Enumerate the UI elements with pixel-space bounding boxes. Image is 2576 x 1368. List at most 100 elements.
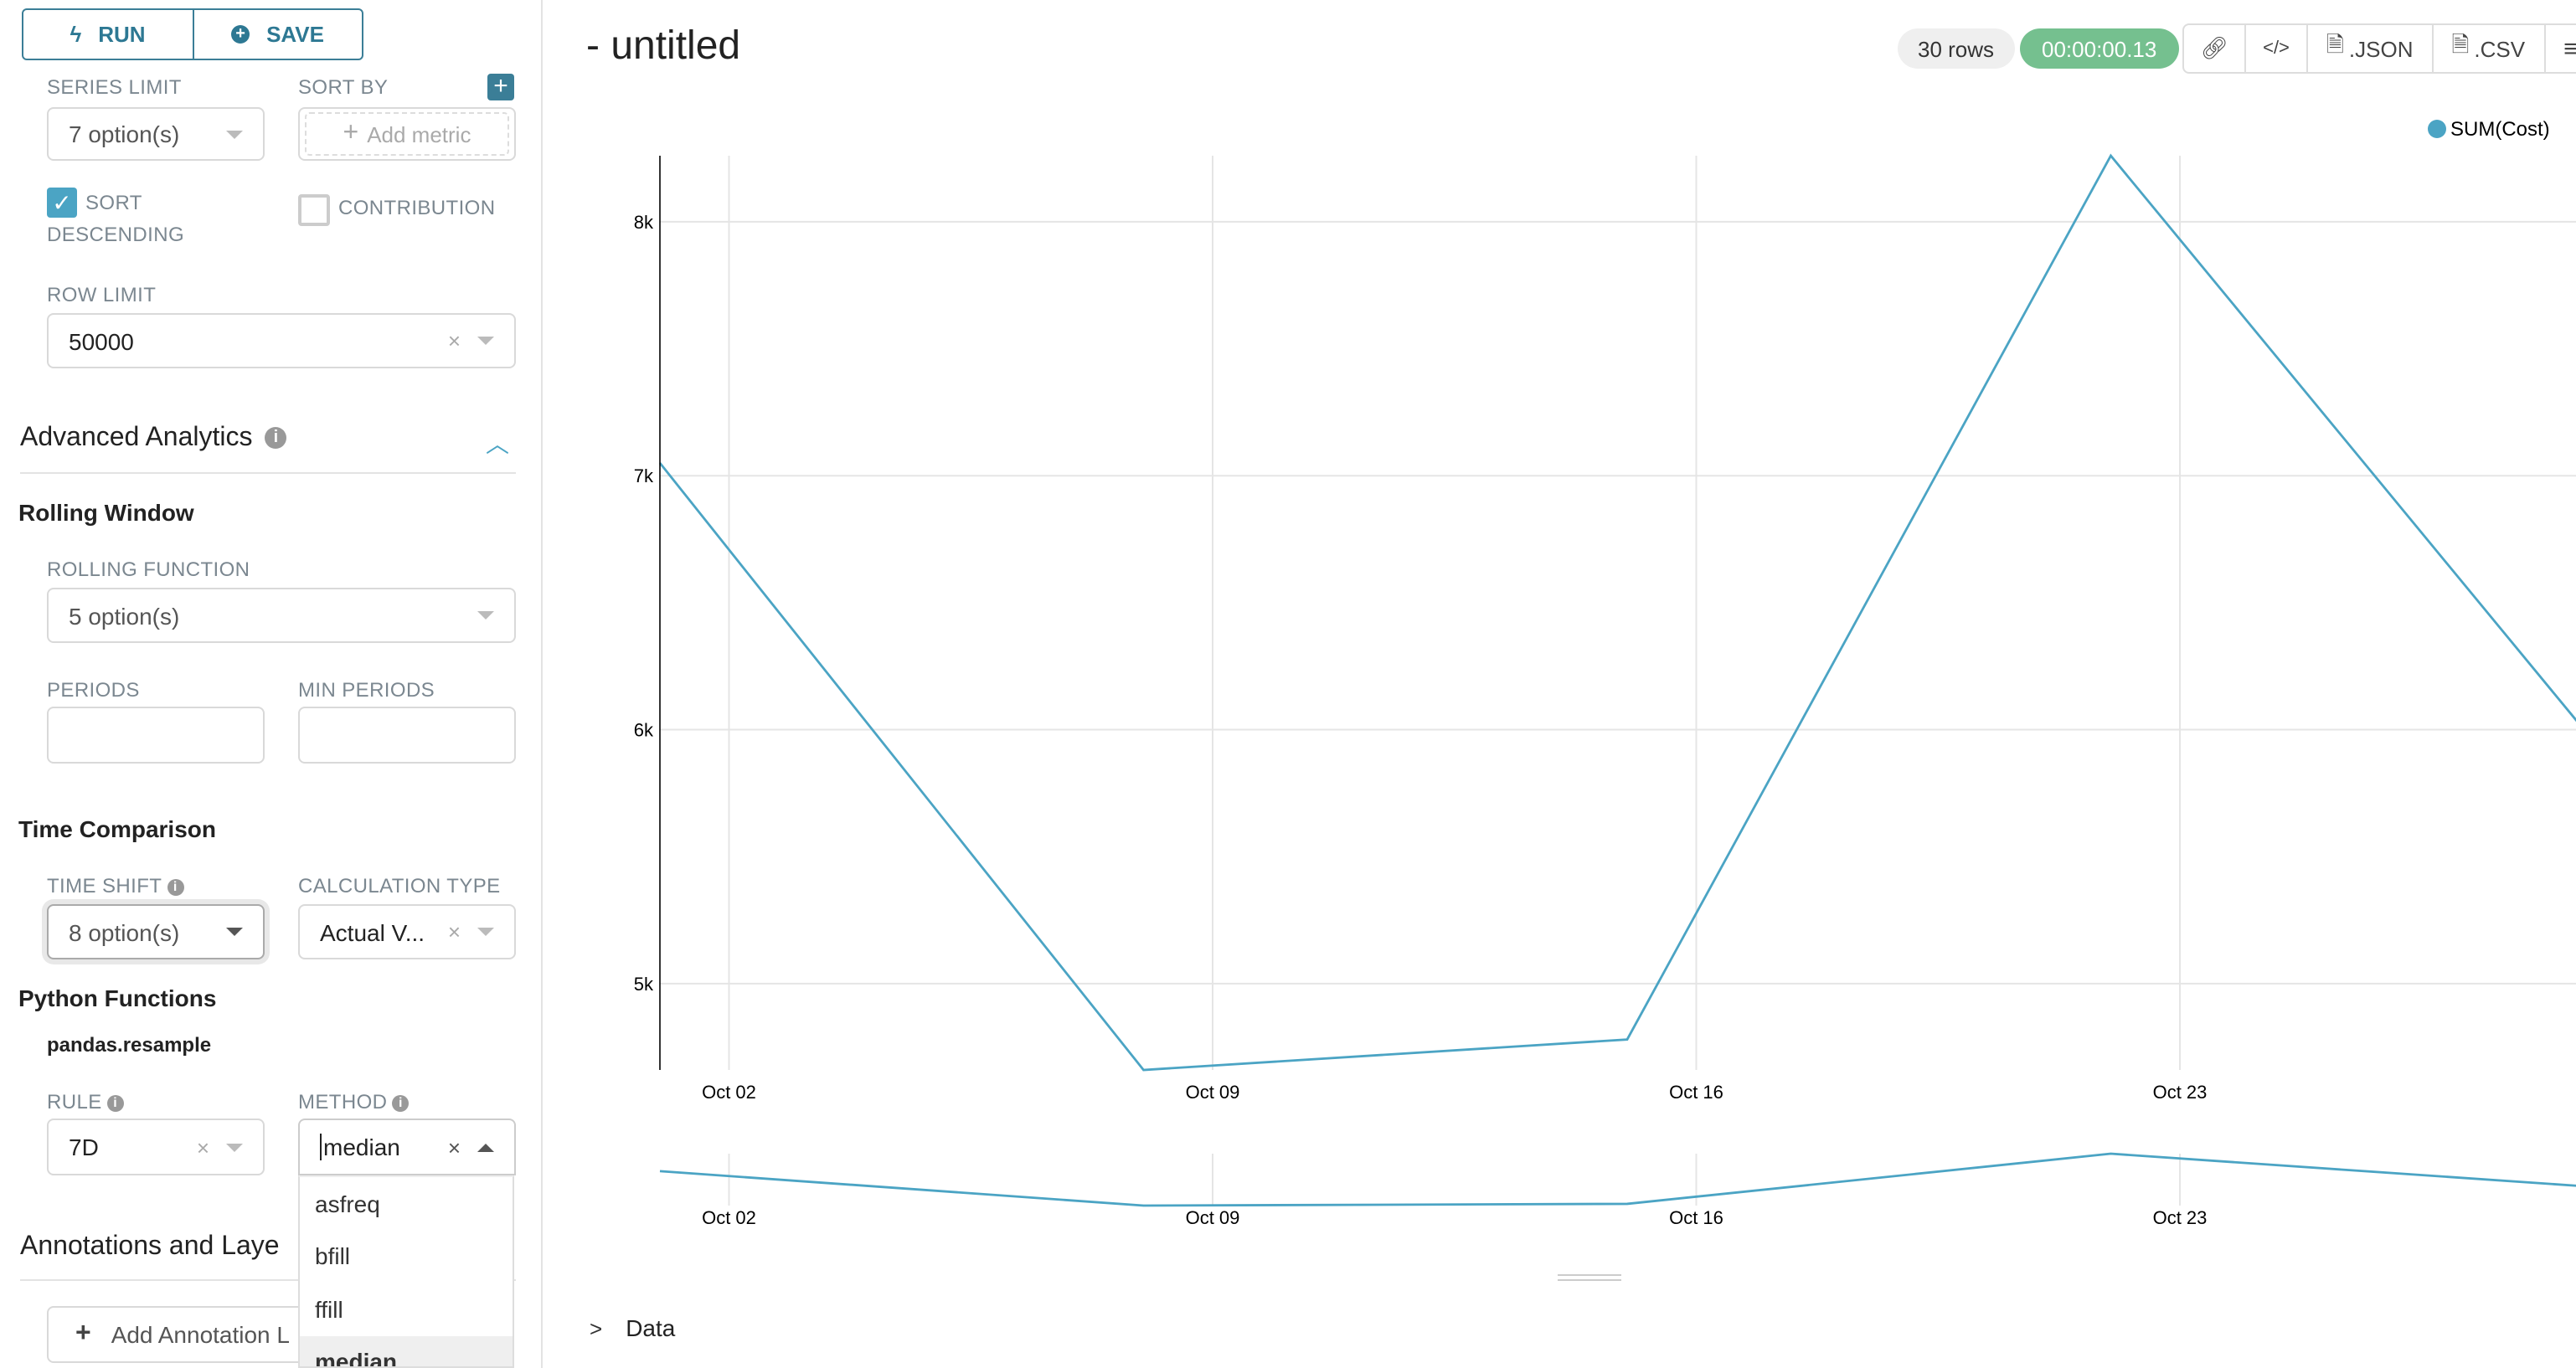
contribution-checkbox[interactable] <box>298 194 330 226</box>
rolling-function-value: 5 option(s) <box>69 602 180 629</box>
time-shift-label: TIME SHIFT i <box>47 874 184 897</box>
sort-descending-checkbox[interactable]: ✓ <box>47 188 77 218</box>
method-option-asfreq[interactable]: asfreq <box>315 1190 380 1217</box>
method-option-median[interactable]: median <box>300 1335 513 1366</box>
time-shift-value: 8 option(s) <box>69 918 180 945</box>
y-tick-label: 6k <box>634 720 654 741</box>
run-button[interactable]: ϟ RUN <box>23 10 192 59</box>
annotations-header[interactable]: Annotations and Laye <box>20 1232 516 1281</box>
sort-by-label: SORT BY <box>298 75 389 99</box>
hamburger-icon: ≡ <box>2563 34 2576 63</box>
legend-marker <box>2428 120 2446 138</box>
legend[interactable]: SUM(Cost) <box>2428 118 2550 141</box>
chart-title[interactable]: - untitled <box>586 23 741 69</box>
clear-icon[interactable]: × <box>196 1134 209 1160</box>
plus-icon: + <box>493 72 508 100</box>
plus-icon: + <box>343 119 359 147</box>
file-text-icon: 🗎 <box>2451 32 2470 57</box>
x-tick-label: Oct 23 <box>2153 1082 2208 1103</box>
code-icon: </> <box>2263 39 2290 59</box>
info-icon: i <box>167 878 184 896</box>
chevron-down-icon <box>477 928 494 936</box>
series-limit-value: 7 option(s) <box>69 121 180 147</box>
time-shift-select[interactable]: 8 option(s) <box>47 904 265 959</box>
row-count-badge: 30 rows <box>1898 28 2015 69</box>
info-icon: i <box>265 427 287 450</box>
info-icon: i <box>392 1094 410 1112</box>
clear-icon[interactable]: × <box>447 328 461 353</box>
add-annotation-label: Add Annotation L <box>111 1321 290 1348</box>
sort-descending-label-2: DESCENDING <box>47 223 185 246</box>
copy-link-button[interactable]: 🔗︎ <box>2184 25 2244 72</box>
min-periods-label: MIN PERIODS <box>298 678 435 702</box>
check-icon: ✓ <box>52 189 72 216</box>
brush-x-tick-label: Oct 23 <box>2153 1207 2208 1228</box>
chevron-up-icon[interactable] <box>477 1143 494 1151</box>
row-limit-label: ROW LIMIT <box>47 283 157 306</box>
more-menu-button[interactable]: ≡ <box>2543 25 2576 72</box>
x-tick-label: Oct 02 <box>702 1082 756 1103</box>
brush-x-tick-label: Oct 02 <box>702 1207 756 1228</box>
add-sort-button[interactable]: + <box>487 74 514 100</box>
python-functions-title: Python Functions <box>18 985 217 1011</box>
save-button[interactable]: + SAVE <box>192 10 362 59</box>
control-panel: ϟ RUN + SAVE SERIES LIMIT 7 option(s) SO… <box>0 0 543 1368</box>
link-icon: 🔗︎ <box>2200 35 2228 60</box>
rule-label: RULE i <box>47 1090 124 1113</box>
chevron-up-icon[interactable]: ︿ <box>486 430 509 457</box>
advanced-analytics-header[interactable]: Advanced Analytics i ︿ <box>20 424 516 474</box>
clear-icon[interactable]: × <box>447 1134 461 1160</box>
clear-icon[interactable]: × <box>447 919 461 944</box>
min-periods-input[interactable] <box>298 707 516 764</box>
method-select[interactable]: median × <box>298 1119 516 1175</box>
query-timer-badge: 00:00:00.13 <box>2020 28 2179 69</box>
periods-input[interactable] <box>47 707 265 764</box>
brush-x-tick-label: Oct 09 <box>1186 1207 1240 1228</box>
rolling-function-select[interactable]: 5 option(s) <box>47 588 516 643</box>
rule-value: 7D <box>69 1134 99 1160</box>
method-option-bfill[interactable]: bfill <box>315 1242 351 1270</box>
data-section-toggle[interactable]: > Data <box>590 1314 675 1341</box>
brush-series-line <box>659 1152 2576 1207</box>
x-tick-label: Oct 09 <box>1186 1082 1240 1103</box>
plus-icon: + <box>75 1319 91 1348</box>
series-line-sum-cost <box>658 153 2576 1072</box>
legend-label[interactable]: SUM(Cost) <box>2450 118 2550 141</box>
pandas-resample-subtitle: pandas.resample <box>47 1033 212 1057</box>
run-label: RUN <box>98 22 146 47</box>
add-metric-button[interactable]: + Add metric <box>305 112 509 156</box>
save-label: SAVE <box>266 22 324 47</box>
advanced-analytics-title: Advanced Analytics <box>20 424 253 452</box>
annotations-title: Annotations and Laye <box>20 1232 280 1261</box>
text-cursor <box>320 1134 322 1160</box>
time-shift-label-text: TIME SHIFT <box>47 874 162 897</box>
y-tick-label: 8k <box>634 212 654 233</box>
plus-circle-icon: + <box>231 25 250 44</box>
csv-label: .CSV <box>2474 36 2526 61</box>
chevron-down-icon <box>226 130 243 138</box>
calculation-type-select[interactable]: Actual V... × <box>298 904 516 959</box>
json-label: .JSON <box>2348 36 2414 61</box>
time-comparison-title: Time Comparison <box>18 815 216 842</box>
row-limit-select[interactable]: 50000 × <box>47 313 516 368</box>
export-csv-button[interactable]: 🗎 .CSV <box>2431 25 2544 72</box>
method-option-ffill[interactable]: ffill <box>315 1295 343 1323</box>
chevron-down-icon <box>477 611 494 620</box>
resize-handle-2[interactable] <box>1558 1279 1621 1281</box>
x-tick-label: Oct 16 <box>1669 1082 1723 1103</box>
method-label-text: METHOD <box>298 1090 388 1113</box>
y-tick-label: 5k <box>634 974 654 995</box>
chevron-right-icon: > <box>590 1315 603 1340</box>
rolling-window-title: Rolling Window <box>18 499 194 526</box>
sort-descending-label: SORT <box>85 191 142 214</box>
method-dropdown-menu: asfreq bfill ffill median <box>298 1175 514 1368</box>
embed-code-button[interactable]: </> <box>2244 25 2306 72</box>
series-limit-select[interactable]: 7 option(s) <box>47 107 265 161</box>
export-json-button[interactable]: 🗎 .JSON <box>2306 25 2432 72</box>
resize-handle[interactable] <box>1558 1274 1621 1276</box>
rule-select[interactable]: 7D × <box>47 1119 265 1175</box>
chevron-down-icon <box>226 1143 243 1151</box>
contribution-label: CONTRIBUTION <box>338 196 496 219</box>
y-tick-label: 7k <box>634 465 654 486</box>
